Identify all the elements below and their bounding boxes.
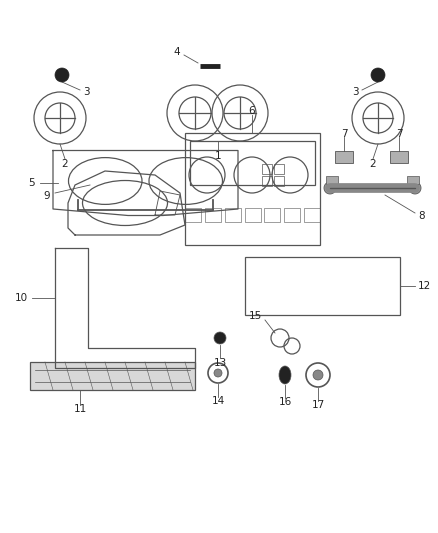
Text: 16: 16	[279, 397, 292, 407]
Circle shape	[214, 332, 226, 344]
Bar	[185, 208, 201, 222]
Bar	[304, 208, 320, 222]
Bar	[262, 164, 272, 174]
Text: 5: 5	[28, 178, 35, 188]
Text: 6: 6	[249, 106, 255, 116]
Text: 3: 3	[83, 87, 90, 97]
Text: 10: 10	[15, 293, 28, 303]
Bar	[245, 257, 400, 315]
Bar	[284, 208, 300, 222]
Text: 2: 2	[370, 159, 376, 169]
Text: 2: 2	[62, 159, 68, 169]
Bar	[244, 208, 261, 222]
Ellipse shape	[279, 366, 291, 384]
Text: 11: 11	[74, 404, 87, 414]
Circle shape	[409, 182, 421, 194]
Text: 14: 14	[212, 396, 225, 406]
Bar	[190, 141, 315, 185]
Bar	[185, 133, 320, 245]
Bar	[262, 176, 272, 186]
Circle shape	[313, 370, 323, 380]
Circle shape	[324, 182, 336, 194]
Text: 17: 17	[311, 400, 325, 410]
Text: 9: 9	[43, 191, 50, 201]
Text: 3: 3	[353, 87, 359, 97]
Text: 7: 7	[341, 129, 347, 139]
Bar	[274, 164, 284, 174]
Bar	[274, 176, 284, 186]
Text: 8: 8	[418, 211, 424, 221]
Bar	[407, 176, 419, 184]
Bar	[390, 151, 408, 163]
Bar	[205, 208, 221, 222]
Text: 13: 13	[213, 358, 226, 368]
Bar	[326, 176, 338, 184]
Circle shape	[214, 369, 222, 377]
Text: 1: 1	[215, 151, 221, 161]
Bar	[225, 208, 240, 222]
Bar	[30, 362, 195, 390]
Text: 15: 15	[249, 311, 262, 321]
Bar	[335, 151, 353, 163]
Circle shape	[55, 68, 69, 82]
Bar	[265, 208, 280, 222]
Text: 12: 12	[418, 281, 431, 291]
Circle shape	[371, 68, 385, 82]
Text: 7: 7	[396, 129, 403, 139]
Text: 4: 4	[173, 47, 180, 57]
